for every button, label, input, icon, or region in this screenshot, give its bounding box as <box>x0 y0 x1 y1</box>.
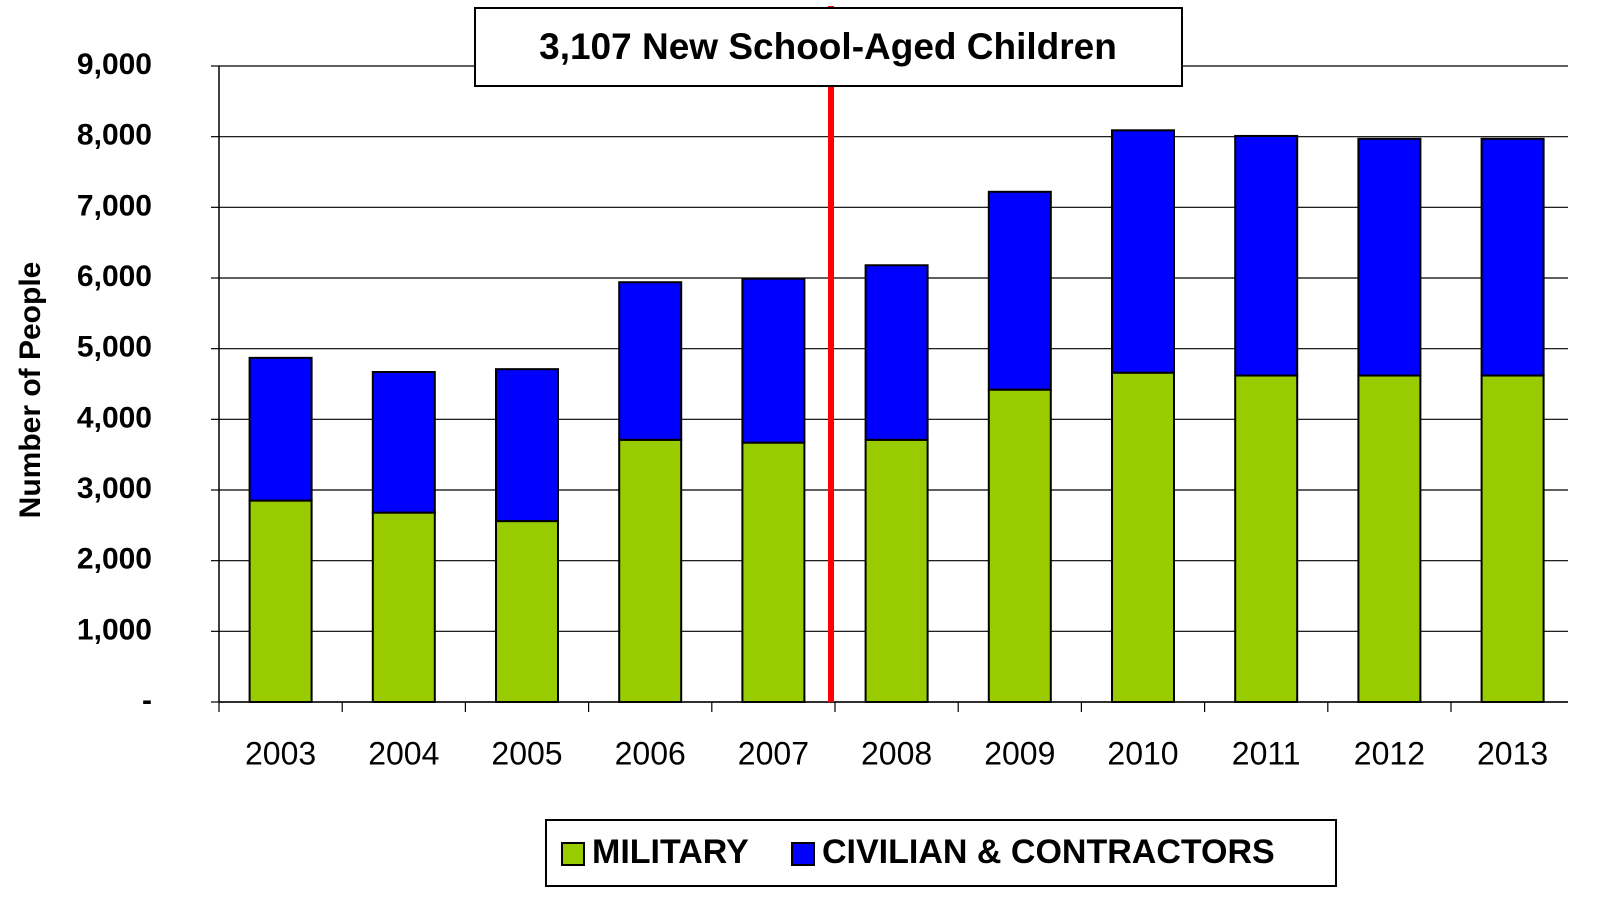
y-axis-label: Number of People <box>14 262 47 519</box>
bar-segment <box>741 441 806 703</box>
y-tick-label: 8,000 <box>77 119 152 152</box>
x-tick-label: 2013 <box>1477 735 1548 771</box>
legend-swatch <box>791 842 815 866</box>
x-tick-label: 2003 <box>245 735 316 771</box>
x-tick-label: 2010 <box>1107 735 1178 771</box>
annotation: 3,107 New School-Aged Children <box>539 26 1117 67</box>
bar-segment <box>864 264 929 441</box>
y-tick-label: 3,000 <box>77 472 152 505</box>
x-tick-label: 2005 <box>491 735 562 771</box>
x-tick-label: 2012 <box>1354 735 1425 771</box>
bar-segment <box>248 499 313 703</box>
y-tick-label: 2,000 <box>77 543 152 576</box>
x-tick-label: 2011 <box>1232 735 1301 771</box>
legend-label: MILITARY <box>592 833 749 871</box>
bar-segment <box>495 368 559 523</box>
y-tick-label: 6,000 <box>77 260 152 293</box>
bar-segment <box>1480 374 1545 703</box>
bar-segment <box>987 388 1052 703</box>
bar-segment <box>1111 371 1175 703</box>
bar-segment <box>371 370 436 514</box>
bar-segment <box>987 190 1052 391</box>
legend-box <box>545 819 1337 887</box>
bar-segment <box>248 356 313 502</box>
bar-segment <box>741 277 806 444</box>
y-tick-label: 1,000 <box>77 613 152 646</box>
legend-swatch <box>561 842 585 866</box>
annotation-box <box>474 7 1183 87</box>
y-tick-label: 5,000 <box>77 331 152 364</box>
y-tick-label: 7,000 <box>77 189 152 222</box>
bar-segment <box>1234 374 1299 703</box>
x-tick-label: 2007 <box>738 735 809 771</box>
legend-label: CIVILIAN & CONTRACTORS <box>822 833 1275 871</box>
x-tick-label: 2008 <box>861 735 932 771</box>
bar-segment <box>1111 129 1175 374</box>
bar-segment <box>618 438 683 703</box>
bar-segment <box>864 438 929 703</box>
y-tick-label: 4,000 <box>77 401 152 434</box>
y-tick-label: 9,000 <box>77 48 152 81</box>
x-tick-label: 2009 <box>984 735 1055 771</box>
x-tick-label: 2004 <box>368 735 439 771</box>
x-tick-label: 2006 <box>615 735 686 771</box>
bar-segment <box>1480 137 1545 377</box>
bar-segment <box>1357 137 1422 377</box>
bar-segment <box>618 281 683 441</box>
bar-segment <box>371 511 436 704</box>
bar-segment <box>1234 134 1299 377</box>
bar-segment <box>495 520 559 703</box>
y-tick-label: - <box>142 684 152 717</box>
bar-segment <box>1357 374 1422 703</box>
